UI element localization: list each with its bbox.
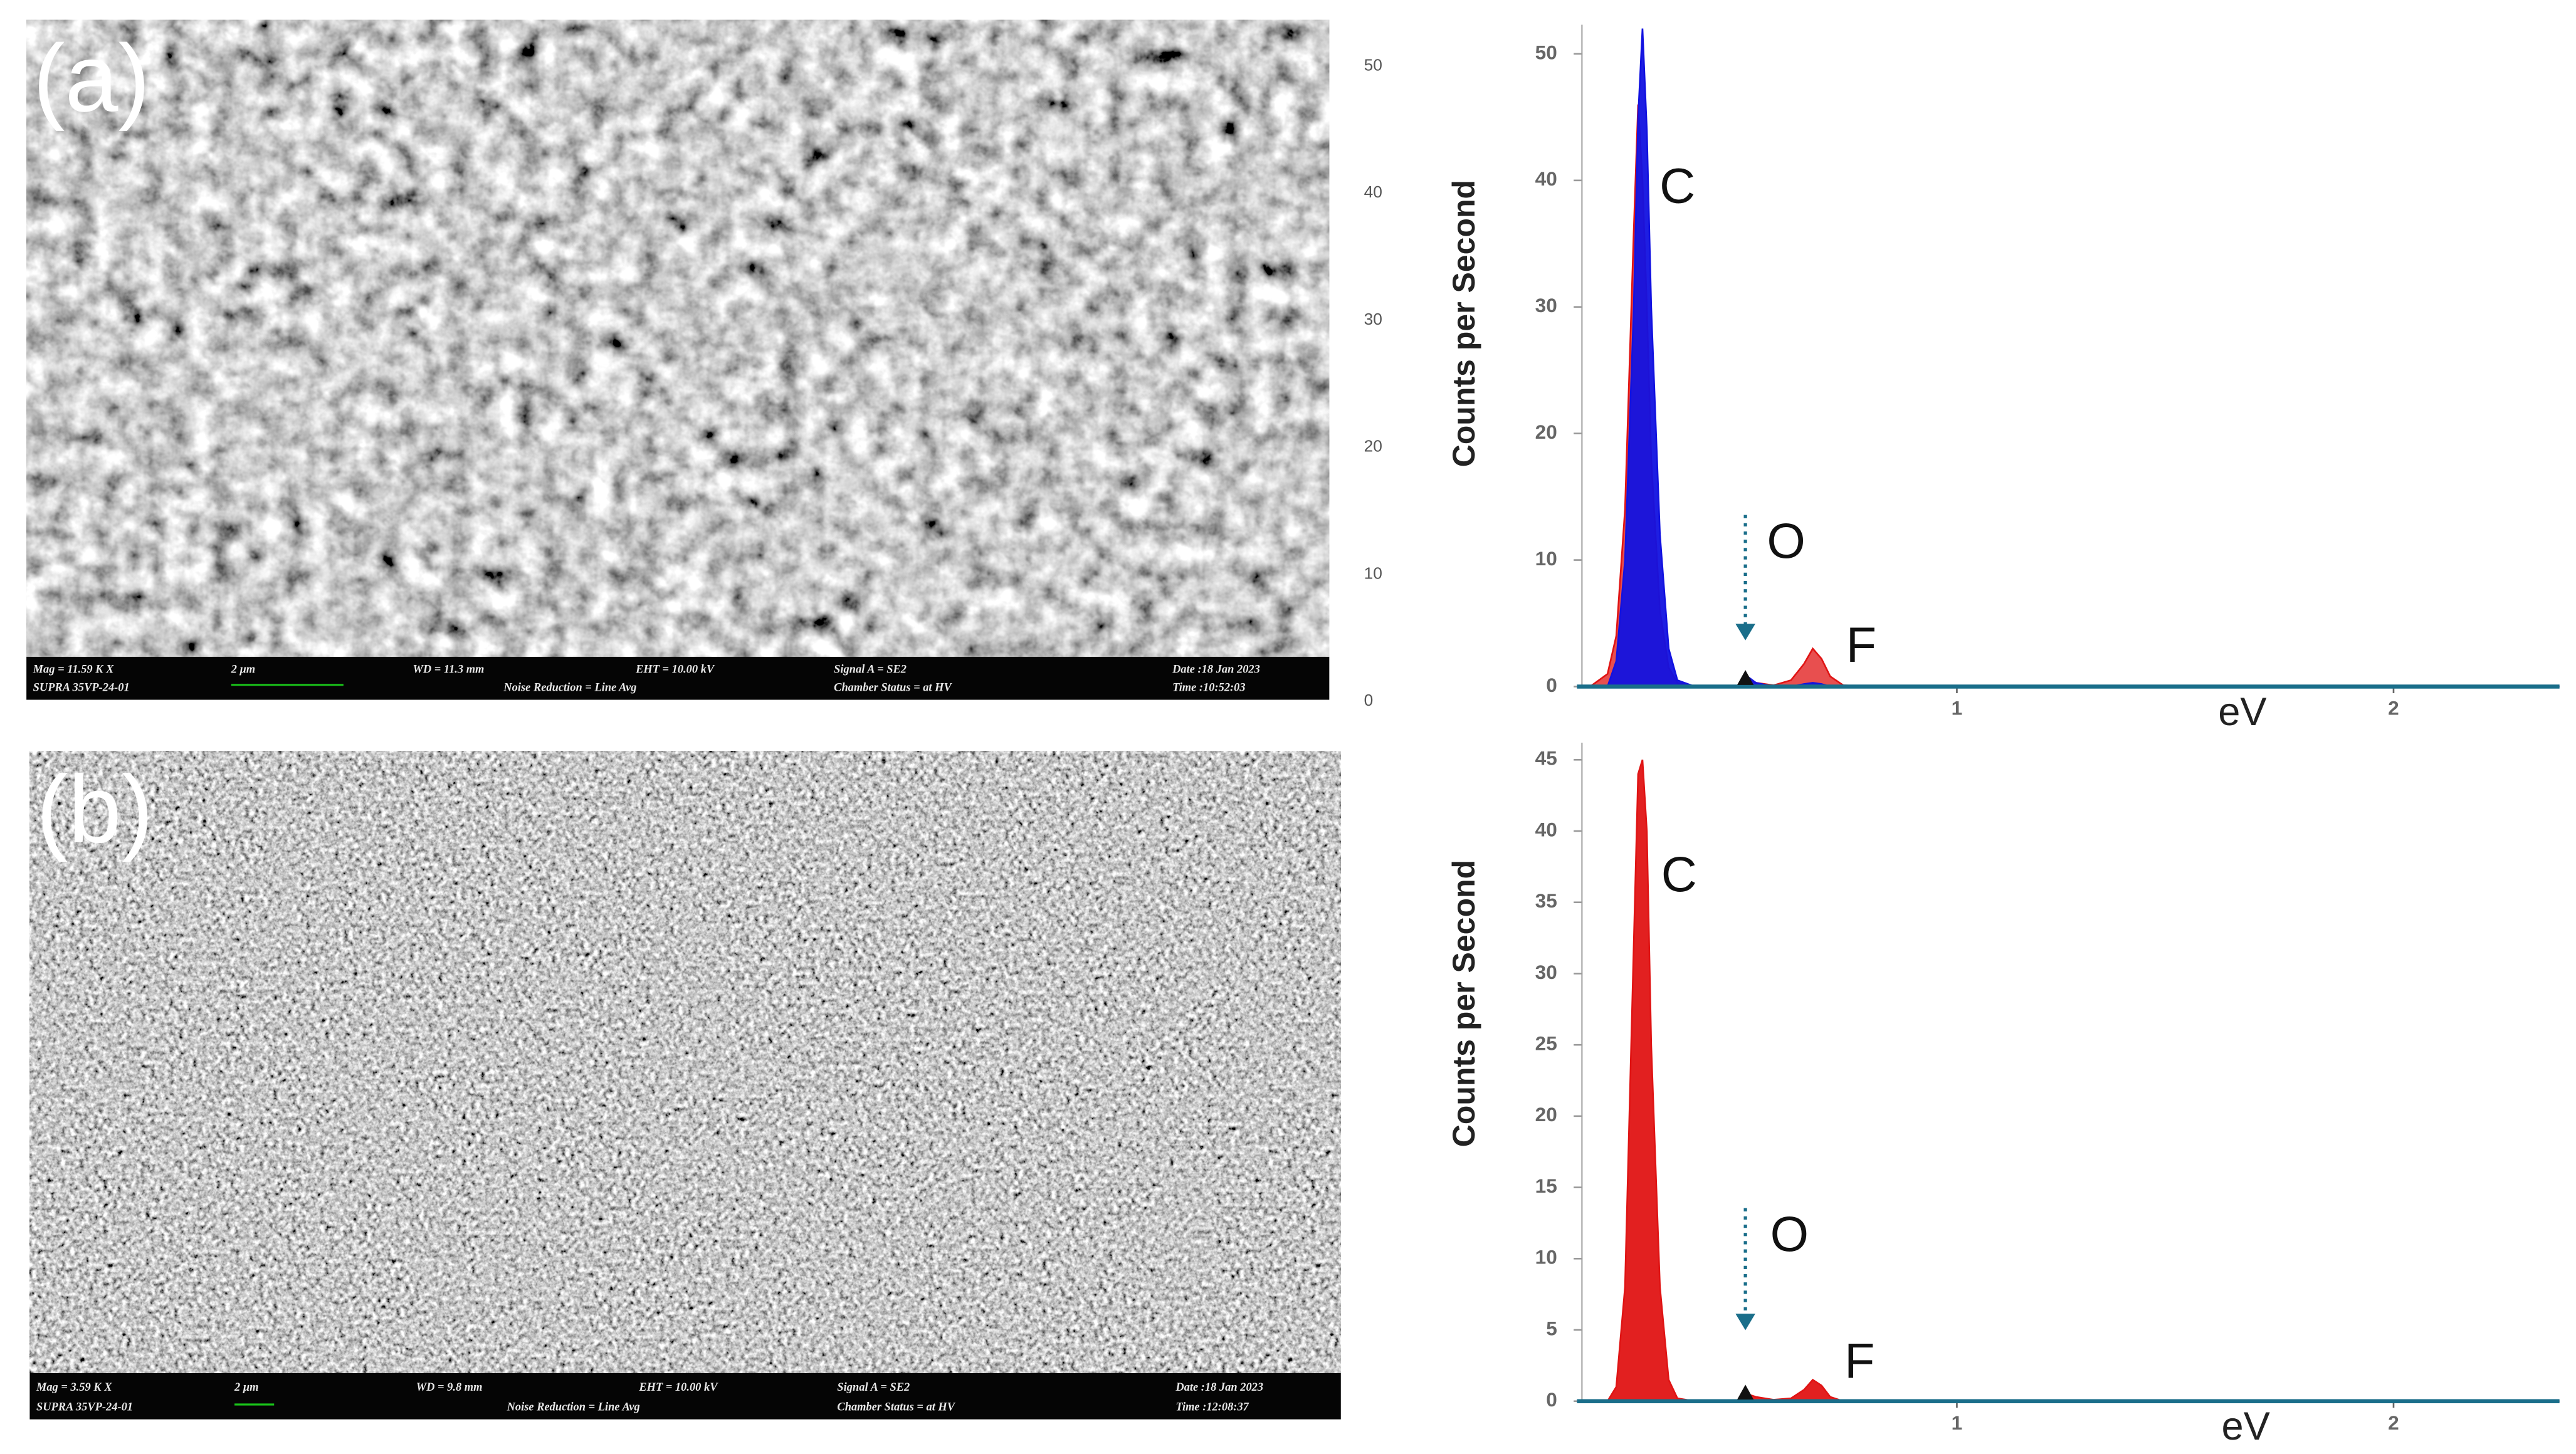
y-tick-label: 40 [1535,818,1557,840]
sem-info: EHT = 10.00 kV [638,1381,718,1393]
sem-info: Signal A = SE2 [834,662,907,675]
panel-label: (a) [33,25,150,132]
x-tick-label: 1 [1952,697,1963,719]
sem-info: Time :12:08:37 [1175,1401,1249,1413]
peak-label: C [1659,158,1695,214]
y-tick-label: 35 [1535,889,1557,912]
peak-label: F [1844,1333,1874,1389]
sem-info: Noise Reduction = Line Avg [503,681,636,693]
y-tick-label: 20 [1535,421,1557,443]
sem-texture [29,751,1341,1373]
sem-info: Mag = 11.59 K X [33,662,114,675]
annotation-arrowhead [1735,624,1755,641]
side-tick-label: 30 [1364,310,1382,328]
side-tick-label: 40 [1364,182,1382,201]
x-axis-label: eV [2222,1404,2270,1448]
sem-info: WD = 9.8 mm [416,1381,483,1393]
y-tick-label: 5 [1546,1317,1557,1339]
y-tick-label: 50 [1535,41,1557,63]
y-tick-label: 10 [1535,1246,1557,1268]
sem-info: Date :18 Jan 2023 [1172,662,1260,675]
y-axis-label: Counts per Second [1446,860,1481,1147]
x-axis-label: eV [2218,690,2266,734]
peak-marker [1737,670,1754,685]
y-tick-label: 45 [1535,747,1557,770]
sem-info-bar [26,657,1330,700]
sem-info: SUPRA 35VP-24-01 [36,1401,133,1413]
side-tick-label: 10 [1364,563,1382,582]
sem-info: Chamber Status = at HV [834,681,952,693]
sem-info: EHT = 10.00 kV [635,662,715,675]
peak-label: O [1770,1206,1809,1262]
sem-info: WD = 11.3 mm [413,662,484,675]
sem-info: 2 μm [234,1381,258,1393]
sem-info: SUPRA 35VP-24-01 [33,681,130,693]
y-tick-label: 0 [1546,674,1557,696]
x-tick-label: 2 [2388,1411,2399,1434]
y-tick-label: 15 [1535,1174,1557,1197]
sem-info: Signal A = SE2 [837,1381,910,1393]
sem-info: Chamber Status = at HV [837,1401,955,1413]
side-tick-label: 0 [1364,691,1374,709]
panel-label: (b) [36,756,154,863]
peak-marker [1737,1384,1754,1400]
peak-label: O [1767,513,1805,568]
y-tick-label: 10 [1535,547,1557,570]
sem-info: Noise Reduction = Line Avg [507,1401,640,1413]
sem-info-bar [29,1373,1341,1420]
y-tick-label: 30 [1535,294,1557,316]
peak-label: F [1846,617,1876,672]
sem-info: Mag = 3.59 K X [36,1381,112,1393]
spectrum-area [1587,104,2560,688]
y-tick-label: 25 [1535,1032,1557,1055]
side-tick-label: 50 [1364,55,1382,74]
annotation-arrowhead [1735,1314,1755,1331]
x-tick-label: 1 [1952,1411,1963,1434]
peak-label: C [1661,846,1697,902]
spectrum-area [1590,28,2560,688]
y-tick-label: 40 [1535,167,1557,190]
y-tick-label: 20 [1535,1103,1557,1126]
x-tick-label: 2 [2388,697,2399,719]
y-axis-label: Counts per Second [1446,180,1481,467]
sem-info: 2 μm [231,662,255,675]
side-tick-label: 20 [1364,437,1382,456]
sem-info: Date :18 Jan 2023 [1175,1381,1263,1393]
y-tick-label: 30 [1535,961,1557,983]
sem-texture [26,19,1330,657]
spectrum-area [1590,759,2560,1403]
y-tick-label: 0 [1546,1388,1557,1411]
sem-info: Time :10:52:03 [1172,681,1245,693]
